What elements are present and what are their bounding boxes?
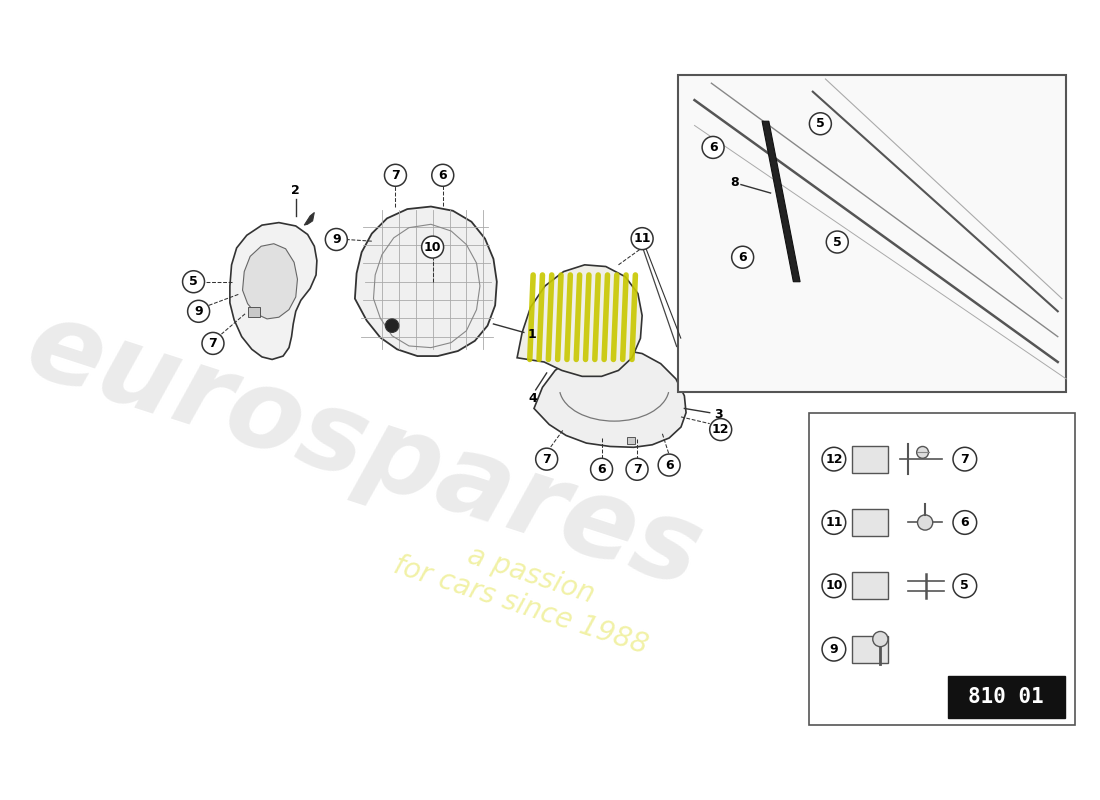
Text: 7: 7 [960, 453, 969, 466]
Polygon shape [230, 222, 317, 359]
Text: 7: 7 [632, 462, 641, 476]
Bar [678, 74, 1066, 391]
Text: 8: 8 [730, 176, 739, 190]
Polygon shape [534, 350, 686, 447]
Circle shape [953, 447, 977, 471]
Text: 5: 5 [189, 275, 198, 288]
FancyBboxPatch shape [852, 446, 888, 473]
Text: 6: 6 [664, 458, 673, 471]
Circle shape [732, 246, 754, 268]
Text: 7: 7 [209, 337, 218, 350]
Text: 2: 2 [292, 184, 300, 197]
Circle shape [658, 454, 680, 476]
Text: 12: 12 [825, 453, 843, 466]
Text: 5: 5 [833, 235, 842, 249]
Circle shape [536, 448, 558, 470]
Text: 6: 6 [708, 141, 717, 154]
Circle shape [953, 510, 977, 534]
FancyBboxPatch shape [852, 572, 888, 599]
Text: 6: 6 [597, 462, 606, 476]
Text: 810 01: 810 01 [968, 687, 1044, 707]
Text: 5: 5 [816, 118, 825, 130]
Circle shape [432, 164, 453, 186]
Circle shape [822, 574, 846, 598]
Bar [249, 307, 261, 318]
Circle shape [326, 229, 348, 250]
Text: 7: 7 [542, 453, 551, 466]
Polygon shape [762, 122, 800, 282]
Circle shape [953, 574, 977, 598]
Polygon shape [305, 213, 315, 225]
Text: 10: 10 [825, 579, 843, 592]
Circle shape [626, 458, 648, 480]
Polygon shape [242, 244, 297, 319]
Circle shape [822, 510, 846, 534]
Text: 10: 10 [424, 241, 441, 254]
Circle shape [916, 446, 928, 458]
Text: 11: 11 [634, 232, 651, 245]
Text: 6: 6 [738, 250, 747, 264]
Bar [627, 437, 636, 444]
Circle shape [188, 300, 210, 322]
Text: 12: 12 [712, 423, 729, 436]
Text: a passion
for cars since 1988: a passion for cars since 1988 [389, 520, 661, 660]
Text: 6: 6 [960, 516, 969, 529]
Circle shape [810, 113, 832, 134]
Text: 9: 9 [195, 305, 202, 318]
Circle shape [591, 458, 613, 480]
Circle shape [202, 333, 224, 354]
Circle shape [702, 137, 724, 158]
Text: 3: 3 [714, 408, 723, 421]
Circle shape [917, 515, 933, 530]
Text: 5: 5 [960, 579, 969, 592]
Text: 7: 7 [392, 169, 399, 182]
Circle shape [183, 270, 205, 293]
Circle shape [631, 228, 653, 250]
Circle shape [421, 236, 443, 258]
Circle shape [822, 638, 846, 661]
Circle shape [385, 164, 406, 186]
Circle shape [872, 631, 888, 646]
FancyBboxPatch shape [852, 636, 888, 662]
Polygon shape [517, 265, 642, 376]
Bar [808, 413, 1075, 726]
Polygon shape [355, 206, 497, 356]
Text: 9: 9 [829, 642, 838, 656]
Circle shape [822, 447, 846, 471]
Text: 6: 6 [439, 169, 447, 182]
Circle shape [385, 319, 399, 333]
Text: 9: 9 [332, 233, 341, 246]
Text: 11: 11 [825, 516, 843, 529]
Text: 1: 1 [528, 329, 537, 342]
FancyBboxPatch shape [852, 509, 888, 536]
Circle shape [710, 418, 732, 441]
Text: 4: 4 [529, 392, 538, 405]
Circle shape [826, 231, 848, 253]
Bar [948, 676, 1065, 718]
Text: eurospares: eurospares [14, 291, 716, 610]
